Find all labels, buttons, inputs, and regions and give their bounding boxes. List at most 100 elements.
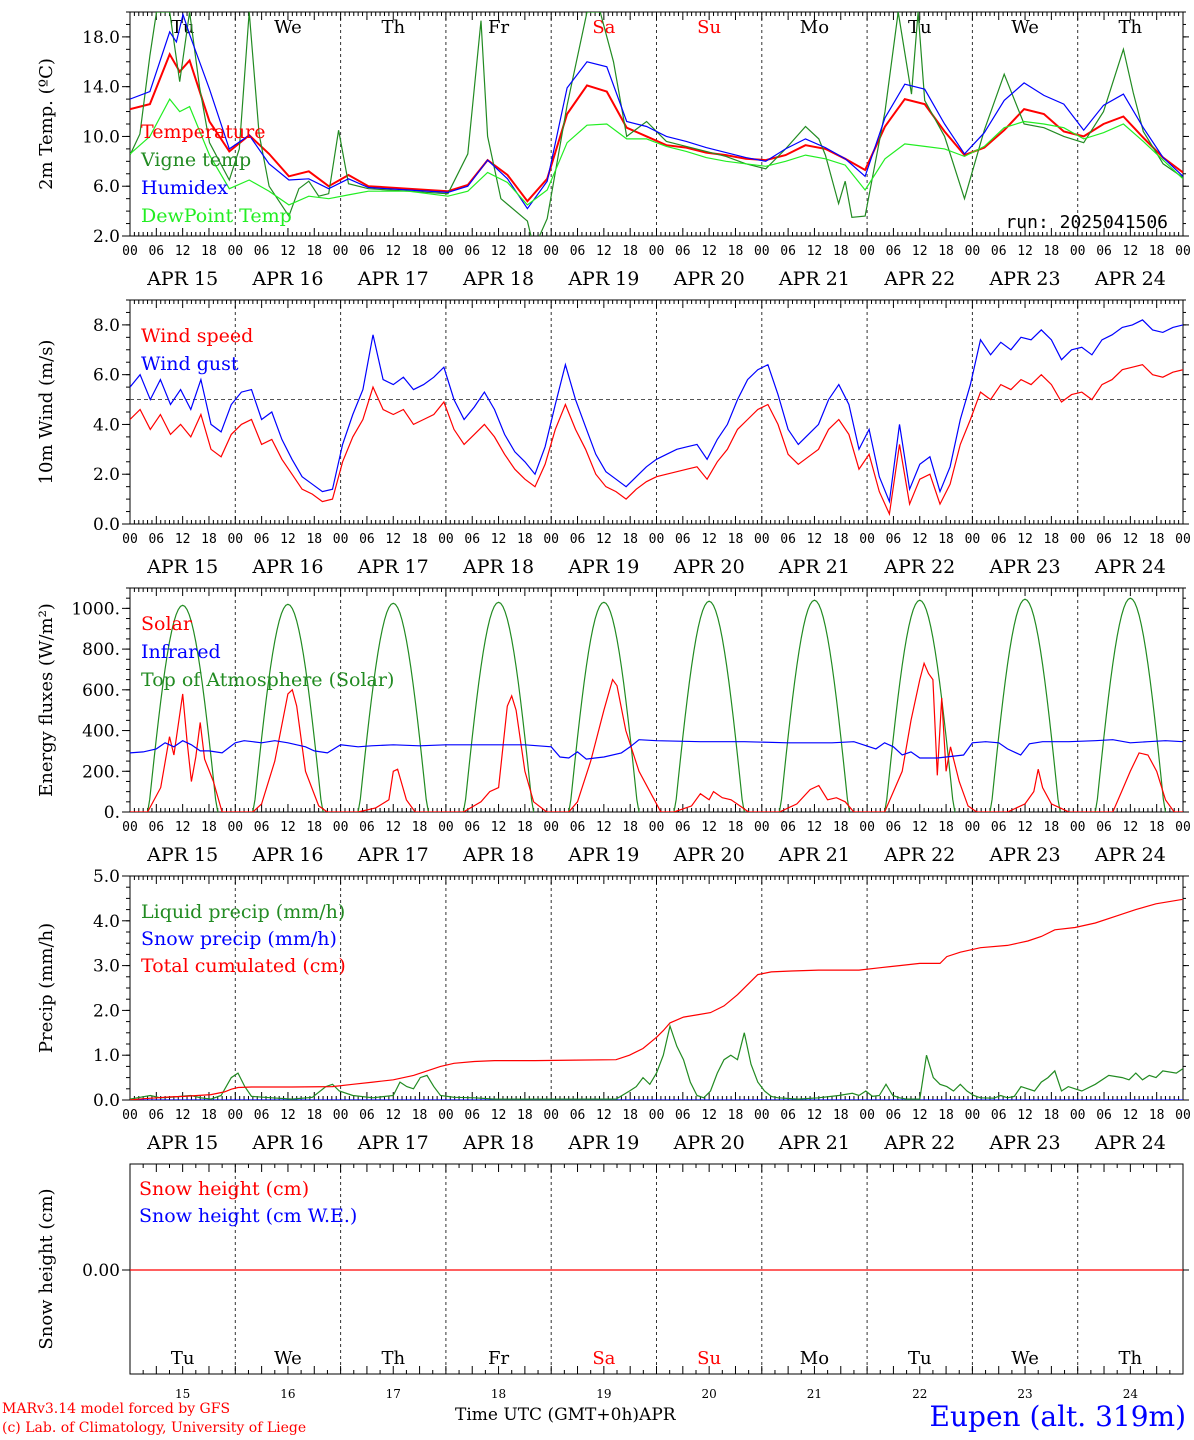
x-hour-label: 18 — [1149, 244, 1165, 259]
x-hour-label: 12 — [175, 532, 191, 547]
day-number-label: 24 — [1123, 1387, 1139, 1401]
x-date-label: APR 17 — [357, 556, 429, 578]
x-hour-label: 12 — [491, 1108, 507, 1123]
x-hour-label: 18 — [1149, 532, 1165, 547]
y-tick-label: 6.0 — [93, 366, 120, 386]
x-hour-label: 18 — [833, 1108, 849, 1123]
y-tick-label: 2.0 — [93, 227, 120, 247]
series-toa-solar — [1094, 597, 1167, 812]
x-hour-label: 18 — [622, 532, 638, 547]
series-wind-gust — [130, 319, 1183, 504]
x-date-label: APR 22 — [883, 844, 955, 866]
y-axis-label: Precip (mm/h) — [36, 923, 57, 1053]
x-hour-label: 12 — [280, 532, 296, 547]
x-hour-label: 00 — [438, 532, 454, 547]
x-hour-label: 00 — [1070, 1108, 1086, 1123]
x-hour-label: 12 — [1017, 820, 1033, 835]
y-axis-label: Snow height (cm) — [36, 1188, 57, 1349]
x-hour-label: 18 — [412, 244, 428, 259]
y-tick-label: 0.0 — [93, 515, 120, 535]
x-hour-label: 06 — [148, 1108, 164, 1123]
x-hour-label: 00 — [1070, 820, 1086, 835]
x-hour-label: 06 — [780, 532, 796, 547]
x-hour-label: 06 — [991, 532, 1007, 547]
x-hour-label: 00 — [965, 244, 981, 259]
series-humidex — [130, 12, 1183, 210]
x-hour-label: 12 — [385, 244, 401, 259]
x-date-label: APR 17 — [357, 268, 429, 290]
day-number-label: 16 — [280, 1387, 295, 1401]
x-hour-label: 06 — [1096, 1108, 1112, 1123]
x-hour-label: 06 — [464, 532, 480, 547]
x-hour-label: 18 — [938, 532, 954, 547]
x-hour-label: 12 — [280, 244, 296, 259]
x-date-label: APR 15 — [146, 844, 218, 866]
day-name-label: Su — [697, 17, 721, 38]
x-hour-label: 00 — [227, 1108, 243, 1123]
y-tick-label: 1.0 — [93, 1046, 120, 1066]
x-hour-label: 18 — [833, 244, 849, 259]
day-name-label: We — [1011, 17, 1039, 38]
x-date-label: APR 20 — [673, 844, 745, 866]
x-hour-label: 06 — [464, 820, 480, 835]
series-vigne-temp — [130, 12, 1183, 236]
credit-line-2: (c) Lab. of Climatology, University of L… — [2, 1420, 307, 1436]
x-hour-label: 00 — [543, 820, 559, 835]
x-hour-label: 00 — [1070, 244, 1086, 259]
day-name-label: Tu — [908, 1348, 932, 1369]
x-hour-label: 06 — [359, 1108, 375, 1123]
x-hour-label: 00 — [438, 1108, 454, 1123]
x-hour-label: 18 — [412, 1108, 428, 1123]
location-title: Eupen (alt. 319m) — [929, 1400, 1186, 1433]
y-tick-label: 800. — [82, 640, 120, 660]
x-hour-label: 18 — [1149, 1108, 1165, 1123]
x-hour-label: 00 — [333, 532, 349, 547]
x-hour-label: 06 — [780, 820, 796, 835]
x-hour-label: 18 — [622, 820, 638, 835]
y-tick-label: 1000. — [71, 599, 120, 619]
x-date-label: APR 24 — [1094, 556, 1166, 578]
x-hour-label: 12 — [807, 820, 823, 835]
x-date-label: APR 20 — [673, 556, 745, 578]
y-axis-label: Energy fluxes (W/m²) — [36, 603, 57, 797]
legend-entry: Liquid precip (mm/h) — [141, 901, 345, 923]
x-hour-label: 12 — [596, 244, 612, 259]
x-hour-label: 12 — [1017, 532, 1033, 547]
x-hour-label: 00 — [859, 532, 875, 547]
x-hour-label: 12 — [596, 820, 612, 835]
x-date-label: APR 19 — [567, 556, 639, 578]
series-total-cumulated-cm — [130, 898, 1183, 1100]
x-hour-label: 00 — [1175, 532, 1191, 547]
x-hour-label: 18 — [938, 820, 954, 835]
day-number-label: 22 — [912, 1387, 927, 1401]
x-date-label: APR 21 — [778, 844, 850, 866]
x-hour-label: 18 — [833, 532, 849, 547]
legend-entry: Solar — [141, 613, 193, 635]
x-date-label: APR 20 — [673, 1132, 745, 1154]
x-hour-label: 18 — [306, 532, 322, 547]
x-date-label: APR 15 — [146, 556, 218, 578]
x-date-label: APR 18 — [462, 268, 534, 290]
x-hour-label: 12 — [175, 1108, 191, 1123]
x-date-label: APR 24 — [1094, 1132, 1166, 1154]
credit-line-1: MARv3.14 model forced by GFS — [2, 1401, 231, 1417]
x-hour-label: 06 — [991, 244, 1007, 259]
x-hour-label: 18 — [622, 244, 638, 259]
x-hour-label: 06 — [254, 1108, 270, 1123]
x-date-label: APR 16 — [251, 844, 323, 866]
x-date-label: APR 22 — [883, 556, 955, 578]
x-hour-label: 06 — [464, 1108, 480, 1123]
y-tick-label: 4.0 — [93, 415, 120, 435]
day-number-label: 21 — [807, 1387, 822, 1401]
x-hour-label: 00 — [543, 1108, 559, 1123]
series-toa-solar — [989, 598, 1061, 812]
x-hour-label: 00 — [754, 820, 770, 835]
x-hour-label: 12 — [280, 1108, 296, 1123]
x-hour-label: 00 — [649, 532, 665, 547]
x-hour-label: 18 — [833, 820, 849, 835]
x-date-label: APR 16 — [251, 556, 323, 578]
x-hour-label: 00 — [227, 244, 243, 259]
x-hour-label: 00 — [1175, 244, 1191, 259]
x-hour-label: 18 — [1044, 532, 1060, 547]
